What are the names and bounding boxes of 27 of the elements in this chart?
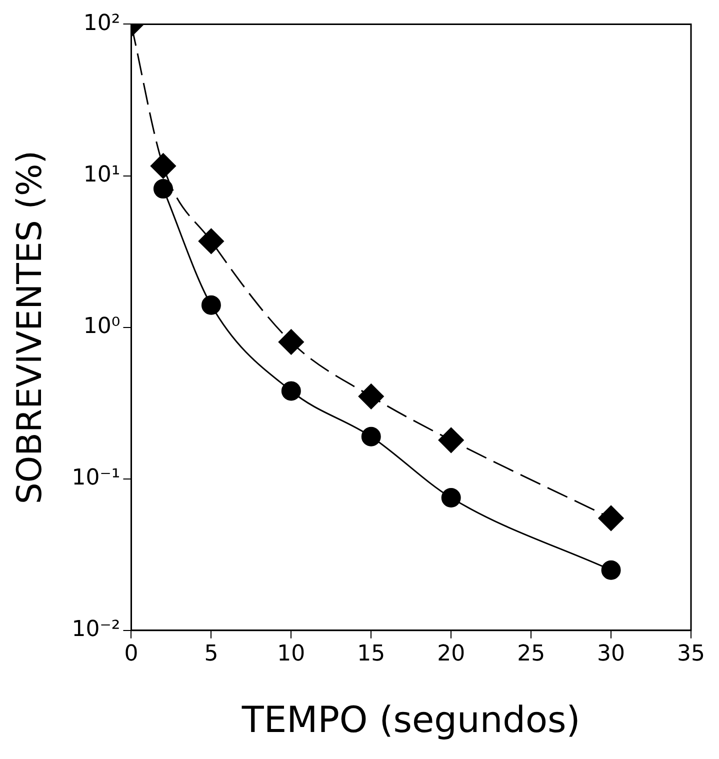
point bbox=[153, 179, 173, 199]
point bbox=[278, 329, 304, 355]
y-tick-label: 10² bbox=[83, 10, 120, 36]
y-tick-label: 10⁰ bbox=[83, 314, 120, 340]
point bbox=[601, 560, 621, 580]
point bbox=[441, 488, 461, 508]
x-tick-label: 35 bbox=[677, 641, 706, 666]
x-tick-label: 10 bbox=[277, 641, 306, 666]
y-tick-label: 10⁻¹ bbox=[72, 466, 120, 491]
point bbox=[198, 228, 224, 254]
point bbox=[598, 505, 624, 531]
point bbox=[150, 153, 176, 179]
y-tick-label: 10⁻² bbox=[72, 617, 120, 642]
x-tick-label: 20 bbox=[437, 641, 466, 666]
x-tick-label: 5 bbox=[204, 641, 218, 666]
x-tick-label: 0 bbox=[124, 641, 138, 666]
x-tick-label: 15 bbox=[357, 641, 386, 666]
point bbox=[438, 427, 464, 453]
x-tick-label: 25 bbox=[517, 641, 546, 666]
point bbox=[201, 295, 221, 315]
point bbox=[358, 384, 384, 410]
x-tick-label: 30 bbox=[597, 641, 626, 666]
x-axis-title: TEMPO (segundos) bbox=[240, 700, 580, 741]
point bbox=[281, 381, 301, 401]
y-axis-title: SOBREVIVENTES (%) bbox=[10, 150, 50, 504]
y-tick-label: 10¹ bbox=[83, 162, 120, 188]
point bbox=[361, 426, 381, 446]
